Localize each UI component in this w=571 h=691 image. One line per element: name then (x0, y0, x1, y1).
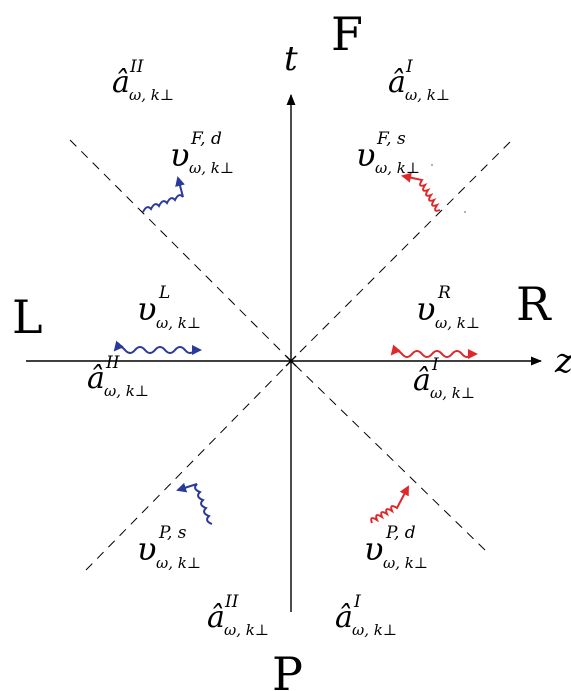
operator-future-right: â I ω, k⊥ (388, 57, 450, 104)
horizon-past-right (290, 360, 486, 551)
mode-base: υ (170, 136, 189, 174)
operator-subscript: ω, k⊥ (104, 382, 149, 400)
space-axis-label: z (554, 341, 571, 381)
mode-subscript: ω, k⊥ (189, 159, 234, 177)
mode-base: υ (137, 530, 156, 568)
speck (464, 211, 466, 213)
region-label-left: L (12, 290, 43, 344)
operator-past-left: â II ω, k⊥ (207, 592, 269, 639)
region-label-future: F (331, 7, 363, 61)
mode-past-s: υ P, s ω, k⊥ (137, 523, 201, 572)
operator-past-right: â I ω, k⊥ (335, 592, 397, 639)
mode-superscript: R (437, 283, 451, 303)
mode-subscript: ω, k⊥ (156, 314, 201, 332)
operator-superscript: II (105, 353, 120, 373)
mode-left: υ L ω, k⊥ (137, 283, 201, 332)
horizon-past-left (85, 360, 292, 571)
operator-base: â (87, 361, 105, 396)
mode-superscript: L (158, 283, 170, 303)
speck (431, 164, 433, 166)
mode-superscript: P, s (158, 523, 187, 543)
mode-subscript: ω, k⊥ (156, 554, 201, 572)
operator-subscript: ω, k⊥ (129, 86, 174, 104)
operator-base: â (388, 65, 406, 100)
region-label-past: P (272, 647, 303, 691)
mode-base: υ (356, 136, 375, 174)
mode-future-s: υ F, s ω, k⊥ (356, 129, 420, 177)
operator-base: â (112, 65, 130, 100)
operator-superscript: I (431, 355, 439, 375)
operator-superscript: I (405, 57, 413, 77)
operator-subscript: ω, k⊥ (405, 86, 450, 104)
mode-base: υ (416, 290, 435, 328)
operator-base: â (413, 363, 431, 398)
time-axis-label: t (284, 39, 298, 79)
mode-past-d: υ P, d ω, k⊥ (364, 523, 428, 572)
mode-superscript: F, d (190, 129, 222, 149)
mode-superscript: F, s (376, 129, 406, 149)
horizon-future-right (290, 141, 511, 362)
mode-subscript: ω, k⊥ (383, 554, 428, 572)
mode-subscript: ω, k⊥ (435, 314, 480, 332)
wave-arrow-left (113, 340, 202, 355)
operator-subscript: ω, k⊥ (224, 621, 269, 639)
operator-left-wedge: â II ω, k⊥ (87, 353, 149, 400)
operator-subscript: ω, k⊥ (352, 621, 397, 639)
mode-base: υ (364, 530, 383, 568)
origin-mark (285, 355, 297, 367)
wave-arrow-future-d (142, 176, 185, 213)
operator-base: â (207, 600, 225, 635)
region-label-right: R (516, 277, 552, 331)
operator-superscript: I (353, 592, 361, 612)
operator-base: â (335, 600, 353, 635)
mode-superscript: P, d (385, 523, 416, 543)
operator-future-left: â II ω, k⊥ (112, 57, 174, 104)
mode-base: υ (137, 290, 156, 328)
operator-right-wedge: â I ω, k⊥ (413, 355, 475, 402)
operator-subscript: ω, k⊥ (430, 384, 475, 402)
operator-superscript: II (129, 57, 144, 77)
horizon-future-left (69, 139, 292, 362)
mode-subscript: ω, k⊥ (375, 159, 420, 177)
mode-right: υ R ω, k⊥ (416, 283, 480, 332)
operator-superscript: II (224, 592, 239, 612)
mode-future-d: υ F, d ω, k⊥ (170, 129, 234, 177)
wave-arrow-future-s (401, 172, 441, 212)
wave-arrow-past-s (176, 482, 213, 525)
wave-arrow-past-d (370, 485, 409, 524)
wave-arrow-right (390, 344, 478, 359)
